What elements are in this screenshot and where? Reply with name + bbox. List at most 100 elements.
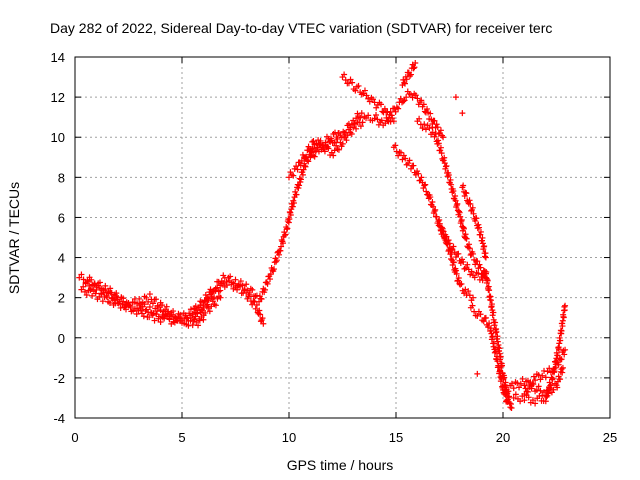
data-point: [535, 372, 542, 379]
data-point: [494, 338, 501, 345]
data-point: [111, 297, 118, 304]
data-point: [562, 346, 569, 353]
data-point: [81, 288, 88, 295]
data-point: [529, 380, 536, 387]
data-point: [378, 101, 385, 108]
y-tick-label: 0: [58, 331, 65, 346]
data-point: [557, 337, 564, 344]
data-point: [104, 294, 111, 301]
y-tick-label: 4: [58, 251, 65, 266]
x-tick-label: 10: [282, 430, 296, 445]
plot-frame: [74, 56, 611, 419]
data-point: [559, 364, 566, 371]
data-point: [450, 243, 457, 250]
data-point: [467, 200, 474, 207]
data-point: [290, 172, 297, 179]
data-point: [276, 251, 283, 258]
data-point: [121, 302, 128, 309]
data-point: [246, 291, 253, 298]
data-point: [470, 210, 477, 217]
data-point: [282, 231, 289, 238]
data-point: [490, 309, 497, 316]
data-point: [433, 213, 440, 220]
data-point: [296, 182, 303, 189]
data-point: [143, 294, 150, 301]
data-point: [510, 385, 517, 392]
data-point: [400, 98, 407, 105]
x-tick-label: 0: [71, 430, 78, 445]
data-point: [334, 146, 341, 153]
data-point: [100, 289, 107, 296]
data-point: [164, 310, 171, 317]
data-point: [277, 247, 284, 254]
data-point: [383, 114, 390, 121]
data-point: [473, 215, 480, 222]
data-point: [145, 309, 152, 316]
data-point: [458, 216, 465, 223]
data-point: [284, 225, 291, 232]
data-point: [153, 296, 160, 303]
data-point: [151, 317, 158, 324]
data-point: [118, 294, 125, 301]
data-point: [211, 294, 218, 301]
data-point: [159, 302, 166, 309]
data-point: [488, 301, 495, 308]
data-point: [308, 149, 315, 156]
data-point: [399, 156, 406, 163]
data-point: [253, 301, 260, 308]
data-point: [157, 307, 164, 314]
data-point: [78, 271, 85, 278]
data-point: [403, 94, 410, 101]
data-point: [514, 380, 521, 387]
data-point: [393, 104, 400, 111]
data-point: [395, 152, 402, 159]
x-tick-label: 25: [603, 430, 617, 445]
data-point: [397, 149, 404, 156]
data-point: [214, 284, 221, 291]
data-point: [215, 278, 222, 285]
data-point: [296, 175, 303, 182]
data-point: [401, 79, 408, 86]
data-point: [369, 96, 376, 103]
data-point: [477, 311, 484, 318]
data-point: [462, 264, 469, 271]
data-point: [432, 131, 439, 138]
data-point: [96, 285, 103, 292]
data-point: [452, 94, 459, 101]
data-point: [273, 258, 280, 265]
data-point: [149, 300, 156, 307]
data-point: [123, 299, 130, 306]
data-point: [542, 398, 549, 405]
data-point: [243, 281, 250, 288]
data-point: [193, 318, 200, 325]
data-point: [262, 286, 269, 293]
data-point: [287, 169, 294, 176]
data-point: [558, 356, 565, 363]
data-point: [436, 220, 443, 227]
data-point: [458, 280, 465, 287]
data-point: [496, 345, 503, 352]
data-point: [297, 162, 304, 169]
data-point: [353, 125, 360, 132]
data-point: [485, 324, 492, 331]
data-point: [234, 286, 241, 293]
data-point: [452, 197, 459, 204]
data-point: [228, 281, 235, 288]
data-point: [321, 146, 328, 153]
x-axis-label: GPS time / hours: [287, 457, 394, 473]
data-point: [243, 289, 250, 296]
data-point: [373, 112, 380, 119]
data-point: [460, 258, 467, 265]
data-point: [357, 123, 364, 130]
data-point: [422, 181, 429, 188]
data-point: [491, 340, 498, 347]
data-point: [359, 119, 366, 126]
data-point: [290, 199, 297, 206]
data-point: [150, 310, 157, 317]
data-point: [395, 105, 402, 112]
data-point: [208, 303, 215, 310]
data-point: [127, 304, 134, 311]
data-point: [264, 280, 271, 287]
data-point: [535, 383, 542, 390]
data-point: [217, 294, 224, 301]
